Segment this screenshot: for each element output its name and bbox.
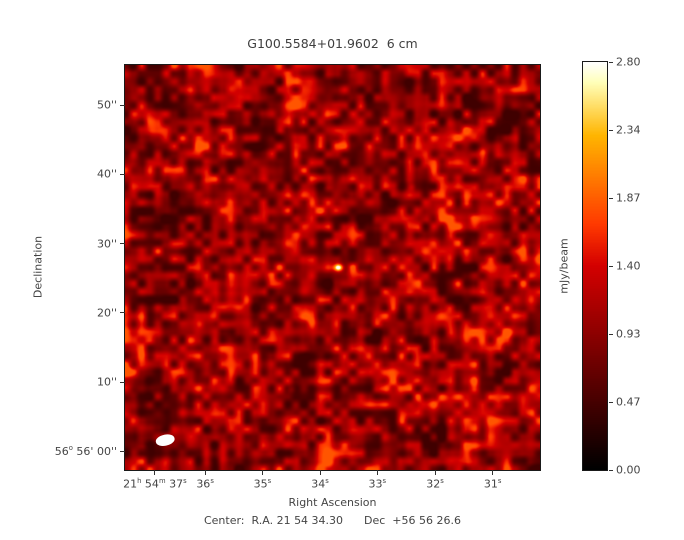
x-axis-label: Right Ascension <box>288 496 377 509</box>
colorbar-tick-label: 0.93 <box>616 327 641 341</box>
colorbar-tick-label: 1.87 <box>616 191 641 205</box>
y-tick-mark <box>120 173 125 175</box>
y-tick-label: 50'' <box>96 98 117 112</box>
colorbar-tick-label: 1.40 <box>616 259 641 273</box>
y-tick-label: 10'' <box>96 375 117 389</box>
x-tick-label: 32s <box>426 477 444 491</box>
x-tick-label: 33s <box>368 477 387 491</box>
x-tick-mark <box>154 470 156 475</box>
colorbar-tick-mark <box>609 333 613 335</box>
y-axis-label: Declination <box>31 235 45 299</box>
x-tick-mark <box>261 470 263 475</box>
y-tick-mark <box>120 243 125 245</box>
x-tick-label: 21h 54m 37s <box>123 477 187 491</box>
colorbar-label: mJy/beam <box>557 238 571 294</box>
colorbar-tick-mark <box>609 469 613 471</box>
y-tick-label: 20'' <box>96 306 117 320</box>
x-tick-label: 34s <box>311 477 329 491</box>
colorbar-frame <box>582 61 608 471</box>
x-tick-label: 31s <box>483 477 502 491</box>
x-tick-mark <box>204 470 206 475</box>
colorbar-tick-label: 0.00 <box>616 463 641 477</box>
x-tick-label: 35s <box>253 477 272 491</box>
y-tick-mark <box>120 312 125 314</box>
colorbar-tick-label: 2.34 <box>616 123 641 137</box>
colorbar-tick-mark <box>609 265 613 267</box>
colorbar-tick-mark <box>609 61 613 63</box>
y-tick-label: 30'' <box>96 237 117 251</box>
y-tick-mark <box>120 104 125 106</box>
colorbar-canvas <box>583 62 607 470</box>
x-tick-mark <box>492 470 494 475</box>
x-tick-mark <box>434 470 436 475</box>
x-tick-mark <box>319 470 321 475</box>
colorbar-tick-label: 0.47 <box>616 395 641 409</box>
colorbar-tick-mark <box>609 197 613 199</box>
y-tick-mark <box>120 381 125 383</box>
colorbar-tick-label: 2.80 <box>616 55 641 69</box>
y-tick-label: 56o 56' 00'' <box>54 444 117 459</box>
plot-frame <box>124 64 541 471</box>
y-tick-mark <box>120 450 125 452</box>
y-tick-label: 40'' <box>96 167 117 181</box>
colorbar-tick-mark <box>609 401 613 403</box>
x-tick-mark <box>376 470 378 475</box>
colorbar-tick-mark <box>609 129 613 131</box>
x-tick-label: 36s <box>196 477 214 491</box>
heatmap-canvas <box>125 65 540 470</box>
chart-title: G100.5584+01.9602 6 cm <box>247 36 418 51</box>
caption: Center: R.A. 21 54 34.30 Dec +56 56 26.6 <box>203 514 462 527</box>
